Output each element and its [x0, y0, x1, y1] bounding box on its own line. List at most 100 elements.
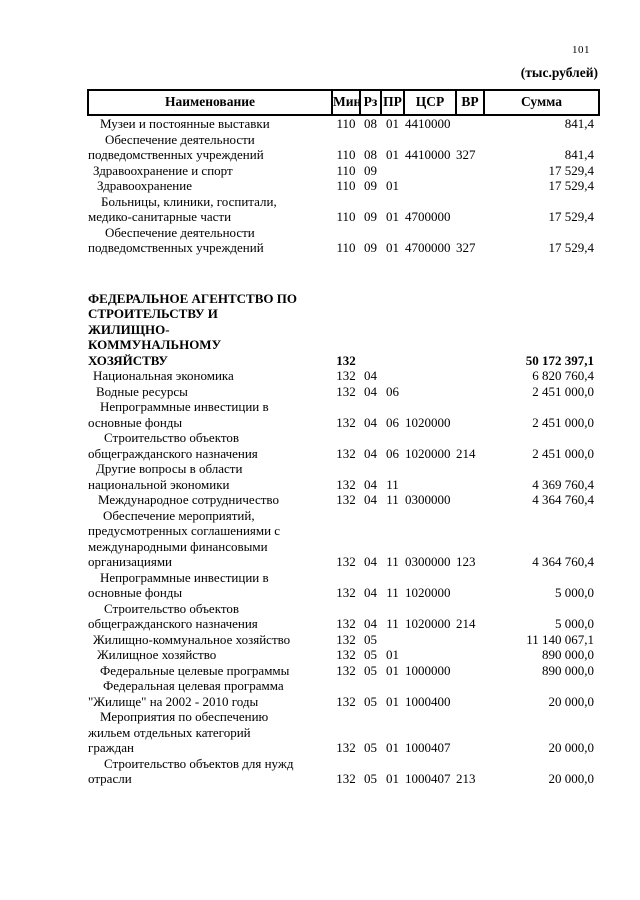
row-pr-code — [381, 163, 404, 179]
col-header-pr: ПР — [380, 89, 405, 116]
row-csr-code: 1020000 — [405, 616, 451, 631]
row-csr-code: 1000407 — [405, 740, 451, 755]
table-row: Мероприятия по обеспечению жильем отдель… — [88, 709, 599, 756]
row-sum: 2 451 000,0 — [532, 445, 594, 461]
row-pr-code — [381, 256, 404, 369]
row-name: Здравоохранение и спорт — [93, 162, 233, 178]
row-sum: 17 529,4 — [548, 162, 595, 178]
row-vr-code — [456, 678, 484, 709]
row-min-code: 132 — [336, 616, 356, 631]
table-row: Водные ресурсы 132 04 06 2 451 000,0 — [88, 384, 599, 400]
row-name: Музеи и постоянные выставки — [100, 116, 270, 131]
row-pr-code: 01 — [386, 647, 399, 662]
table-header-row: Наименование Мин Рз ПР ЦСР ВР Сумма — [87, 89, 600, 116]
row-rz-code: 09 — [364, 162, 377, 178]
table-row: Национальная экономика 132 04 6 820 760,… — [88, 368, 599, 384]
row-sum: 6 820 760,4 — [532, 368, 594, 383]
row-sum: 17 529,4 — [548, 240, 595, 255]
row-rz-code: 05 — [364, 771, 377, 786]
row-pr-code: 06 — [386, 414, 399, 430]
row-vr-code: 327 — [456, 240, 476, 255]
row-rz-code: 04 — [364, 476, 377, 492]
row-min-code: 110 — [336, 178, 356, 193]
row-min-code: 110 — [336, 240, 356, 255]
budget-table: Наименование Мин Рз ПР ЦСР ВР Сумма Музе… — [87, 89, 600, 787]
row-csr-code: 4410000 — [405, 147, 451, 162]
row-csr-code: 0300000 — [405, 492, 451, 507]
row-sum: 11 140 067,1 — [526, 631, 594, 647]
row-name: Национальная экономика — [93, 368, 234, 383]
row-vr-code — [456, 492, 484, 508]
row-name: Мероприятия по обеспечению жильем отдель… — [88, 709, 269, 755]
row-vr-code — [456, 709, 484, 756]
row-name: Международное сотрудничество — [98, 492, 279, 507]
row-name: Жилищно-коммунальное хозяйство — [93, 631, 291, 647]
row-pr-code: 01 — [386, 178, 399, 193]
row-csr-code: 1020000 — [405, 414, 451, 430]
table-row: Федеральные целевые программы 132 05 01 … — [88, 663, 599, 679]
table-row: Музеи и постоянные выставки 110 08 01 44… — [88, 115, 599, 132]
row-min-code: 110 — [336, 209, 356, 224]
row-sum: 20 000,0 — [548, 693, 595, 709]
table-row: Строительство объектов для нужд отрасли … — [88, 756, 599, 787]
row-sum: 5 000,0 — [555, 585, 594, 600]
row-rz-code: 09 — [364, 178, 377, 193]
col-header-sum: Сумма — [483, 89, 600, 116]
row-rz-code: 05 — [364, 693, 377, 709]
row-name: Федеральные целевые программы — [100, 662, 290, 678]
row-rz-code: 08 — [364, 116, 377, 131]
row-vr-code — [456, 256, 484, 369]
row-sum: 20 000,0 — [548, 740, 595, 755]
col-header-min: Мин — [331, 89, 361, 116]
row-sum: 841,4 — [564, 147, 594, 162]
row-rz-code: 04 — [364, 414, 377, 430]
row-pr-code: 01 — [386, 693, 399, 709]
row-min-code: 132 — [336, 647, 356, 662]
row-min-code: 110 — [336, 162, 356, 178]
table-body: Музеи и постоянные выставки 110 08 01 44… — [88, 115, 599, 787]
row-sum: 2 451 000,0 — [532, 383, 594, 399]
row-min-code: 132 — [336, 445, 356, 461]
col-header-vr: ВР — [455, 89, 485, 116]
table-row: Непрограммные инвестиции в основные фонд… — [88, 399, 599, 430]
row-sum: 17 529,4 — [548, 178, 595, 193]
table-row: Федеральная целевая программа "Жилище" н… — [88, 678, 599, 709]
row-sum: 20 000,0 — [548, 771, 595, 786]
table-row: Жилищно-коммунальное хозяйство 132 05 11… — [88, 632, 599, 648]
table-row: Здравоохранение и спорт 110 09 17 529,4 — [88, 163, 599, 179]
row-rz-code: 04 — [364, 492, 377, 507]
row-min-code: 132 — [336, 476, 356, 492]
row-rz-code: 04 — [364, 554, 377, 569]
row-min-code: 132 — [336, 771, 356, 786]
table-row: Другие вопросы в области национальной эк… — [88, 461, 599, 492]
row-rz-code: 08 — [364, 147, 377, 162]
row-vr-code — [456, 461, 484, 492]
row-vr-code — [456, 663, 484, 679]
row-vr-code — [456, 647, 484, 663]
col-header-rz: Рз — [359, 89, 382, 116]
row-rz-code: 05 — [364, 662, 377, 678]
row-name: Водные ресурсы — [96, 383, 188, 399]
table-row: Непрограммные инвестиции в основные фонд… — [88, 570, 599, 601]
row-name: Федеральная целевая программа "Жилище" н… — [88, 678, 284, 709]
table-row: Обеспечение мероприятий, предусмотренных… — [88, 508, 599, 570]
row-name: Больницы, клиники, госпитали, медико-сан… — [88, 193, 277, 225]
row-vr-code — [456, 399, 484, 430]
table-row: Строительство объектов общегражданского … — [88, 430, 599, 461]
row-csr-code: 4700000 — [405, 240, 451, 255]
col-header-csr: ЦСР — [403, 89, 457, 116]
row-pr-code: 06 — [386, 383, 399, 399]
row-rz-code: 05 — [364, 631, 377, 647]
row-name: Непрограммные инвестиции в основные фонд… — [88, 399, 269, 430]
row-sum: 17 529,4 — [548, 209, 595, 224]
row-pr-code: 11 — [386, 492, 399, 507]
row-sum: 4 364 760,4 — [532, 492, 594, 507]
row-min-code: 132 — [336, 368, 356, 383]
row-csr-code: 0300000 — [405, 554, 451, 569]
table-row: Жилищное хозяйство 132 05 01 890 000,0 — [88, 647, 599, 663]
row-min-code: 132 — [336, 631, 356, 647]
row-rz-code: 09 — [364, 240, 377, 255]
row-min-code: 132 — [336, 585, 356, 600]
row-csr-code — [404, 163, 456, 179]
